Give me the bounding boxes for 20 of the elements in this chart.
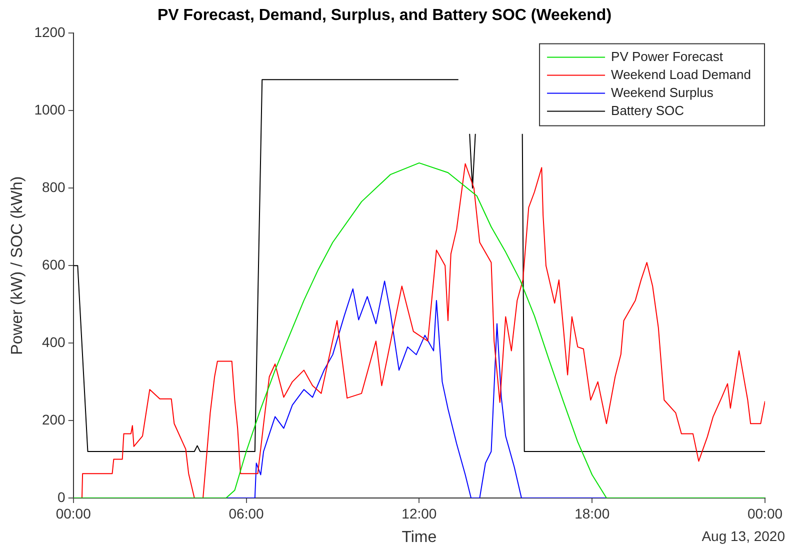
y-tick-label: 0 [58,488,66,505]
legend-label: Weekend Surplus [611,84,714,100]
legend-label: Weekend Load Demand [611,66,752,82]
x-tick-label: 06:00 [228,505,264,522]
x-tick-label: 00:00 [56,505,92,522]
y-tick-label: 400 [42,334,66,350]
text: Aug 13, 2020 [702,528,786,544]
legend-label: PV Power Forecast [611,48,724,64]
legend-label: Battery SOC [611,102,684,118]
y-tick-label: 1200 [34,24,66,40]
chart-title: PV Forecast, Demand, Surplus, and Battery SOC (Weekend) [157,7,612,24]
x-tick-label: 00:00 [747,505,783,522]
y-axis-title: Power (kW) / SOC (kWh) [9,176,26,355]
x-tick-label: 18:00 [574,505,610,522]
y-tick-label: 200 [42,411,66,428]
y-tick-label: 600 [42,256,66,272]
y-tick-label: 1000 [34,102,66,118]
x-tick-label: 12:00 [402,505,437,522]
y-tick-label: 800 [42,178,66,195]
x-axis-title: Time [402,528,437,546]
